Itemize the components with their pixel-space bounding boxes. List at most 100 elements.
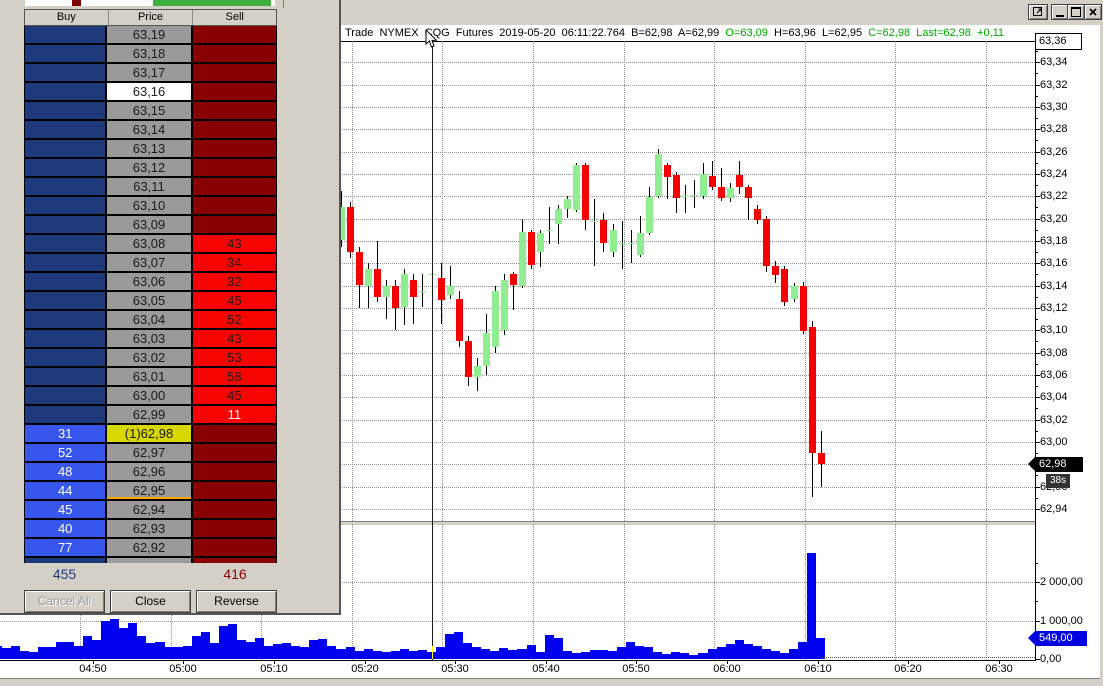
price-cell[interactable]: 63,15 — [107, 102, 191, 119]
buy-cell[interactable]: 45 — [25, 501, 106, 518]
buy-cell[interactable]: 40 — [25, 520, 106, 537]
buy-cell[interactable] — [25, 216, 106, 233]
buy-cell[interactable] — [25, 254, 106, 271]
buy-cell[interactable]: 31 — [25, 425, 106, 442]
price-cell[interactable]: 63,17 — [107, 64, 191, 81]
buy-cell[interactable] — [25, 45, 106, 62]
candle — [392, 286, 399, 308]
price-chart-panel[interactable] — [0, 41, 1035, 521]
buy-cell[interactable] — [25, 406, 106, 423]
sell-cell[interactable]: 43 — [192, 330, 276, 347]
price-cell[interactable]: (1)62,98 — [107, 425, 191, 442]
buy-cell[interactable] — [25, 140, 106, 157]
buy-cell[interactable] — [25, 64, 106, 81]
price-gridline — [0, 464, 1035, 465]
buy-cell[interactable] — [25, 235, 106, 252]
price-cell[interactable]: 63,02 — [107, 349, 191, 366]
sell-cell[interactable]: 32 — [192, 273, 276, 290]
buy-cell[interactable] — [25, 83, 106, 100]
price-cell[interactable]: 62,95 — [107, 482, 191, 499]
buy-cell[interactable] — [25, 197, 106, 214]
price-cell[interactable]: 63,14 — [107, 121, 191, 138]
buy-cell[interactable] — [25, 311, 106, 328]
price-cell[interactable]: 62,97 — [107, 444, 191, 461]
price-cell[interactable]: 63,07 — [107, 254, 191, 271]
sell-cell[interactable]: 52 — [192, 311, 276, 328]
buy-cell[interactable] — [25, 273, 106, 290]
sell-cell[interactable] — [192, 45, 276, 62]
price-cell[interactable]: 63,19 — [107, 26, 191, 43]
cancel-all-button[interactable]: Cancel All — [24, 590, 105, 613]
sell-cell[interactable]: 58 — [192, 368, 276, 385]
sell-cell[interactable] — [192, 178, 276, 195]
price-cell[interactable]: 62,93 — [107, 520, 191, 537]
sell-cell[interactable] — [192, 83, 276, 100]
buy-cell[interactable]: 48 — [25, 463, 106, 480]
buy-cell[interactable] — [25, 368, 106, 385]
price-cell[interactable]: 63,06 — [107, 273, 191, 290]
sell-cell[interactable] — [192, 558, 276, 563]
buy-cell[interactable] — [25, 292, 106, 309]
price-cell[interactable]: 62,92 — [107, 539, 191, 556]
sell-cell[interactable] — [192, 26, 276, 43]
price-cell[interactable]: 63,11 — [107, 178, 191, 195]
sell-cell[interactable] — [192, 520, 276, 537]
sell-cell[interactable] — [192, 425, 276, 442]
close-position-button[interactable]: Close — [110, 590, 191, 613]
price-cell[interactable]: 62,96 — [107, 463, 191, 480]
sell-cell[interactable]: 45 — [192, 387, 276, 404]
sell-cell[interactable] — [192, 444, 276, 461]
price-cell[interactable]: 63,01 — [107, 368, 191, 385]
sell-cell[interactable] — [192, 216, 276, 233]
buy-cell[interactable]: 44 — [25, 482, 106, 499]
buy-cell[interactable] — [25, 387, 106, 404]
price-cell[interactable]: 63,03 — [107, 330, 191, 347]
price-cell[interactable]: 63,13 — [107, 140, 191, 157]
sell-cell[interactable]: 45 — [192, 292, 276, 309]
sell-cell[interactable] — [192, 501, 276, 518]
buy-cell[interactable] — [25, 349, 106, 366]
price-cell[interactable]: 63,18 — [107, 45, 191, 62]
sell-cell[interactable] — [192, 463, 276, 480]
panel-divider[interactable] — [0, 521, 1035, 526]
sell-cell[interactable] — [192, 197, 276, 214]
sell-cell[interactable] — [192, 121, 276, 138]
sell-cell[interactable] — [192, 482, 276, 499]
volume-bar — [816, 638, 825, 659]
sell-cell[interactable]: 53 — [192, 349, 276, 366]
price-cell[interactable]: 63,08 — [107, 235, 191, 252]
sell-cell[interactable]: 11 — [192, 406, 276, 423]
buy-cell[interactable] — [25, 558, 106, 563]
sell-cell[interactable] — [192, 64, 276, 81]
price-cell[interactable]: 63,12 — [107, 159, 191, 176]
sell-cell[interactable] — [192, 140, 276, 157]
buy-cell[interactable] — [25, 26, 106, 43]
price-axis-tick — [1035, 297, 1038, 298]
buy-cell[interactable]: 77 — [25, 539, 106, 556]
price-cell[interactable]: 62,94 — [107, 501, 191, 518]
price-cell[interactable]: 63,04 — [107, 311, 191, 328]
price-cell[interactable]: 62,99 — [107, 406, 191, 423]
close-button[interactable] — [1084, 4, 1102, 20]
buy-cell[interactable]: 52 — [25, 444, 106, 461]
sell-cell[interactable] — [192, 159, 276, 176]
buy-cell[interactable] — [25, 159, 106, 176]
buy-cell[interactable] — [25, 121, 106, 138]
price-cell[interactable]: 63,00 — [107, 387, 191, 404]
buy-cell[interactable] — [25, 330, 106, 347]
sell-cell[interactable] — [192, 539, 276, 556]
price-cell[interactable]: 63,09 — [107, 216, 191, 233]
maximize-button[interactable] — [1067, 4, 1085, 20]
buy-cell[interactable] — [25, 102, 106, 119]
buy-cell[interactable] — [25, 178, 106, 195]
price-cell[interactable]: 63,16 — [107, 83, 191, 100]
sell-cell[interactable]: 43 — [192, 235, 276, 252]
reverse-position-button[interactable]: Reverse — [196, 590, 277, 613]
float-window-button[interactable] — [1028, 4, 1048, 20]
sell-cell[interactable]: 34 — [192, 254, 276, 271]
price-cell[interactable] — [107, 558, 191, 563]
sell-cell[interactable] — [192, 102, 276, 119]
volume-chart-panel[interactable] — [0, 524, 1035, 660]
price-cell[interactable]: 63,05 — [107, 292, 191, 309]
price-cell[interactable]: 63,10 — [107, 197, 191, 214]
